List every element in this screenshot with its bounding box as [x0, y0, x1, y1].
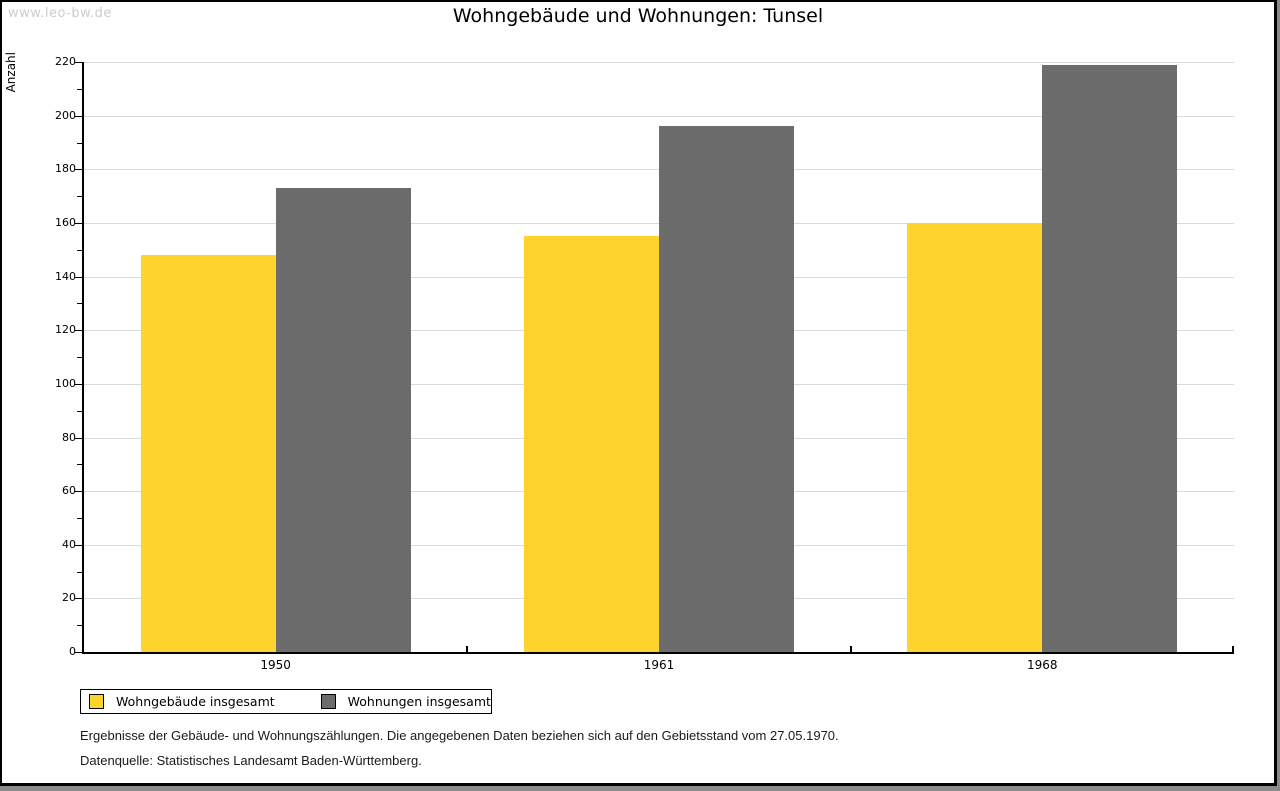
y-gridline [84, 62, 1234, 63]
y-tick-major [75, 276, 82, 278]
y-tick-label: 60 [62, 484, 76, 498]
y-tick-label: 80 [62, 430, 76, 444]
y-tick-major [75, 544, 82, 546]
y-tick-label: 180 [55, 162, 76, 176]
plot-area: 0 20 40 60 80 100 120 140 160 180 200 220 1950 1961 19… [55, 55, 1234, 672]
bar-wohnungen-1968 [1042, 64, 1178, 652]
y-tick-major [75, 598, 82, 600]
y-tick-major [75, 115, 82, 117]
y-tick-minor [77, 303, 82, 305]
y-tick-minor [77, 410, 82, 412]
y-axis-title: Anzahl [4, 52, 18, 93]
y-tick-minor [77, 517, 82, 519]
y-tick-major [75, 383, 82, 385]
legend-item-wohnungen: Wohnungen insgesamt [320, 694, 491, 709]
legend-label-wohnungen: Wohnungen insgesamt [347, 694, 491, 709]
y-tick-label: 200 [55, 108, 76, 122]
y-tick-label: 220 [55, 55, 76, 68]
y-tick-label: 100 [55, 376, 76, 390]
y-tick-major [75, 491, 82, 493]
legend-label-wohngebaeude: Wohngebäude insgesamt [116, 694, 275, 709]
y-tick-major [75, 437, 82, 439]
y-tick-major [75, 169, 82, 171]
y-tick-label: 0 [69, 645, 76, 658]
watermark: www.leo-bw.de [8, 6, 112, 21]
y-tick-minor [77, 142, 82, 144]
y-tick-minor [77, 357, 82, 358]
y-tick-major [75, 652, 82, 653]
y-gridline [84, 115, 1234, 117]
y-tick-label: 140 [55, 269, 76, 283]
x-axis-tick [466, 646, 469, 652]
footnote-gebietsstand: Ergebnisse der Gebäude- und Wohnungszähl… [80, 728, 839, 743]
bar-wohngebäude-1950 [140, 255, 276, 652]
x-axis-tick [849, 646, 852, 652]
y-tick-minor [77, 625, 82, 627]
x-axis-tick [1232, 646, 1234, 652]
y-tick-major [75, 330, 82, 332]
y-tick-minor [77, 196, 82, 198]
y-tick-label: 160 [55, 215, 76, 229]
x-tick-label-1950: 1950 [260, 658, 291, 672]
legend-swatch-wohngebaeude [89, 694, 104, 709]
y-tick-major [75, 62, 82, 63]
y-tick-minor [77, 464, 82, 466]
x-tick-label-1968: 1968 [1027, 658, 1058, 672]
x-tick-label-1961: 1961 [643, 658, 675, 672]
bar-wohngebäude-1968 [907, 222, 1043, 652]
legend-box: Wohngebäude insgesamt Wohnungen insgesam… [80, 689, 492, 714]
y-tick-label: 40 [62, 537, 76, 551]
footnote-datenquelle: Datenquelle: Statistisches Landesamt Bad… [80, 753, 422, 768]
chart-title: Wohngebäude und Wohnungen: Tunsel [452, 5, 824, 27]
y-tick-label: 20 [62, 591, 76, 605]
y-tick-major [75, 222, 82, 224]
y-tick-minor [77, 571, 82, 573]
bar-wohnungen-1961 [659, 126, 794, 652]
legend-swatch-wohnungen [320, 694, 336, 709]
y-tick-minor [77, 88, 82, 90]
y-tick-minor [77, 249, 82, 251]
bar-wohngebäude-1961 [524, 236, 659, 652]
bar-wohnungen-1950 [275, 188, 411, 652]
legend-item-wohngebaeude: Wohngebäude insgesamt [89, 694, 275, 709]
y-tick-label: 120 [55, 323, 76, 337]
